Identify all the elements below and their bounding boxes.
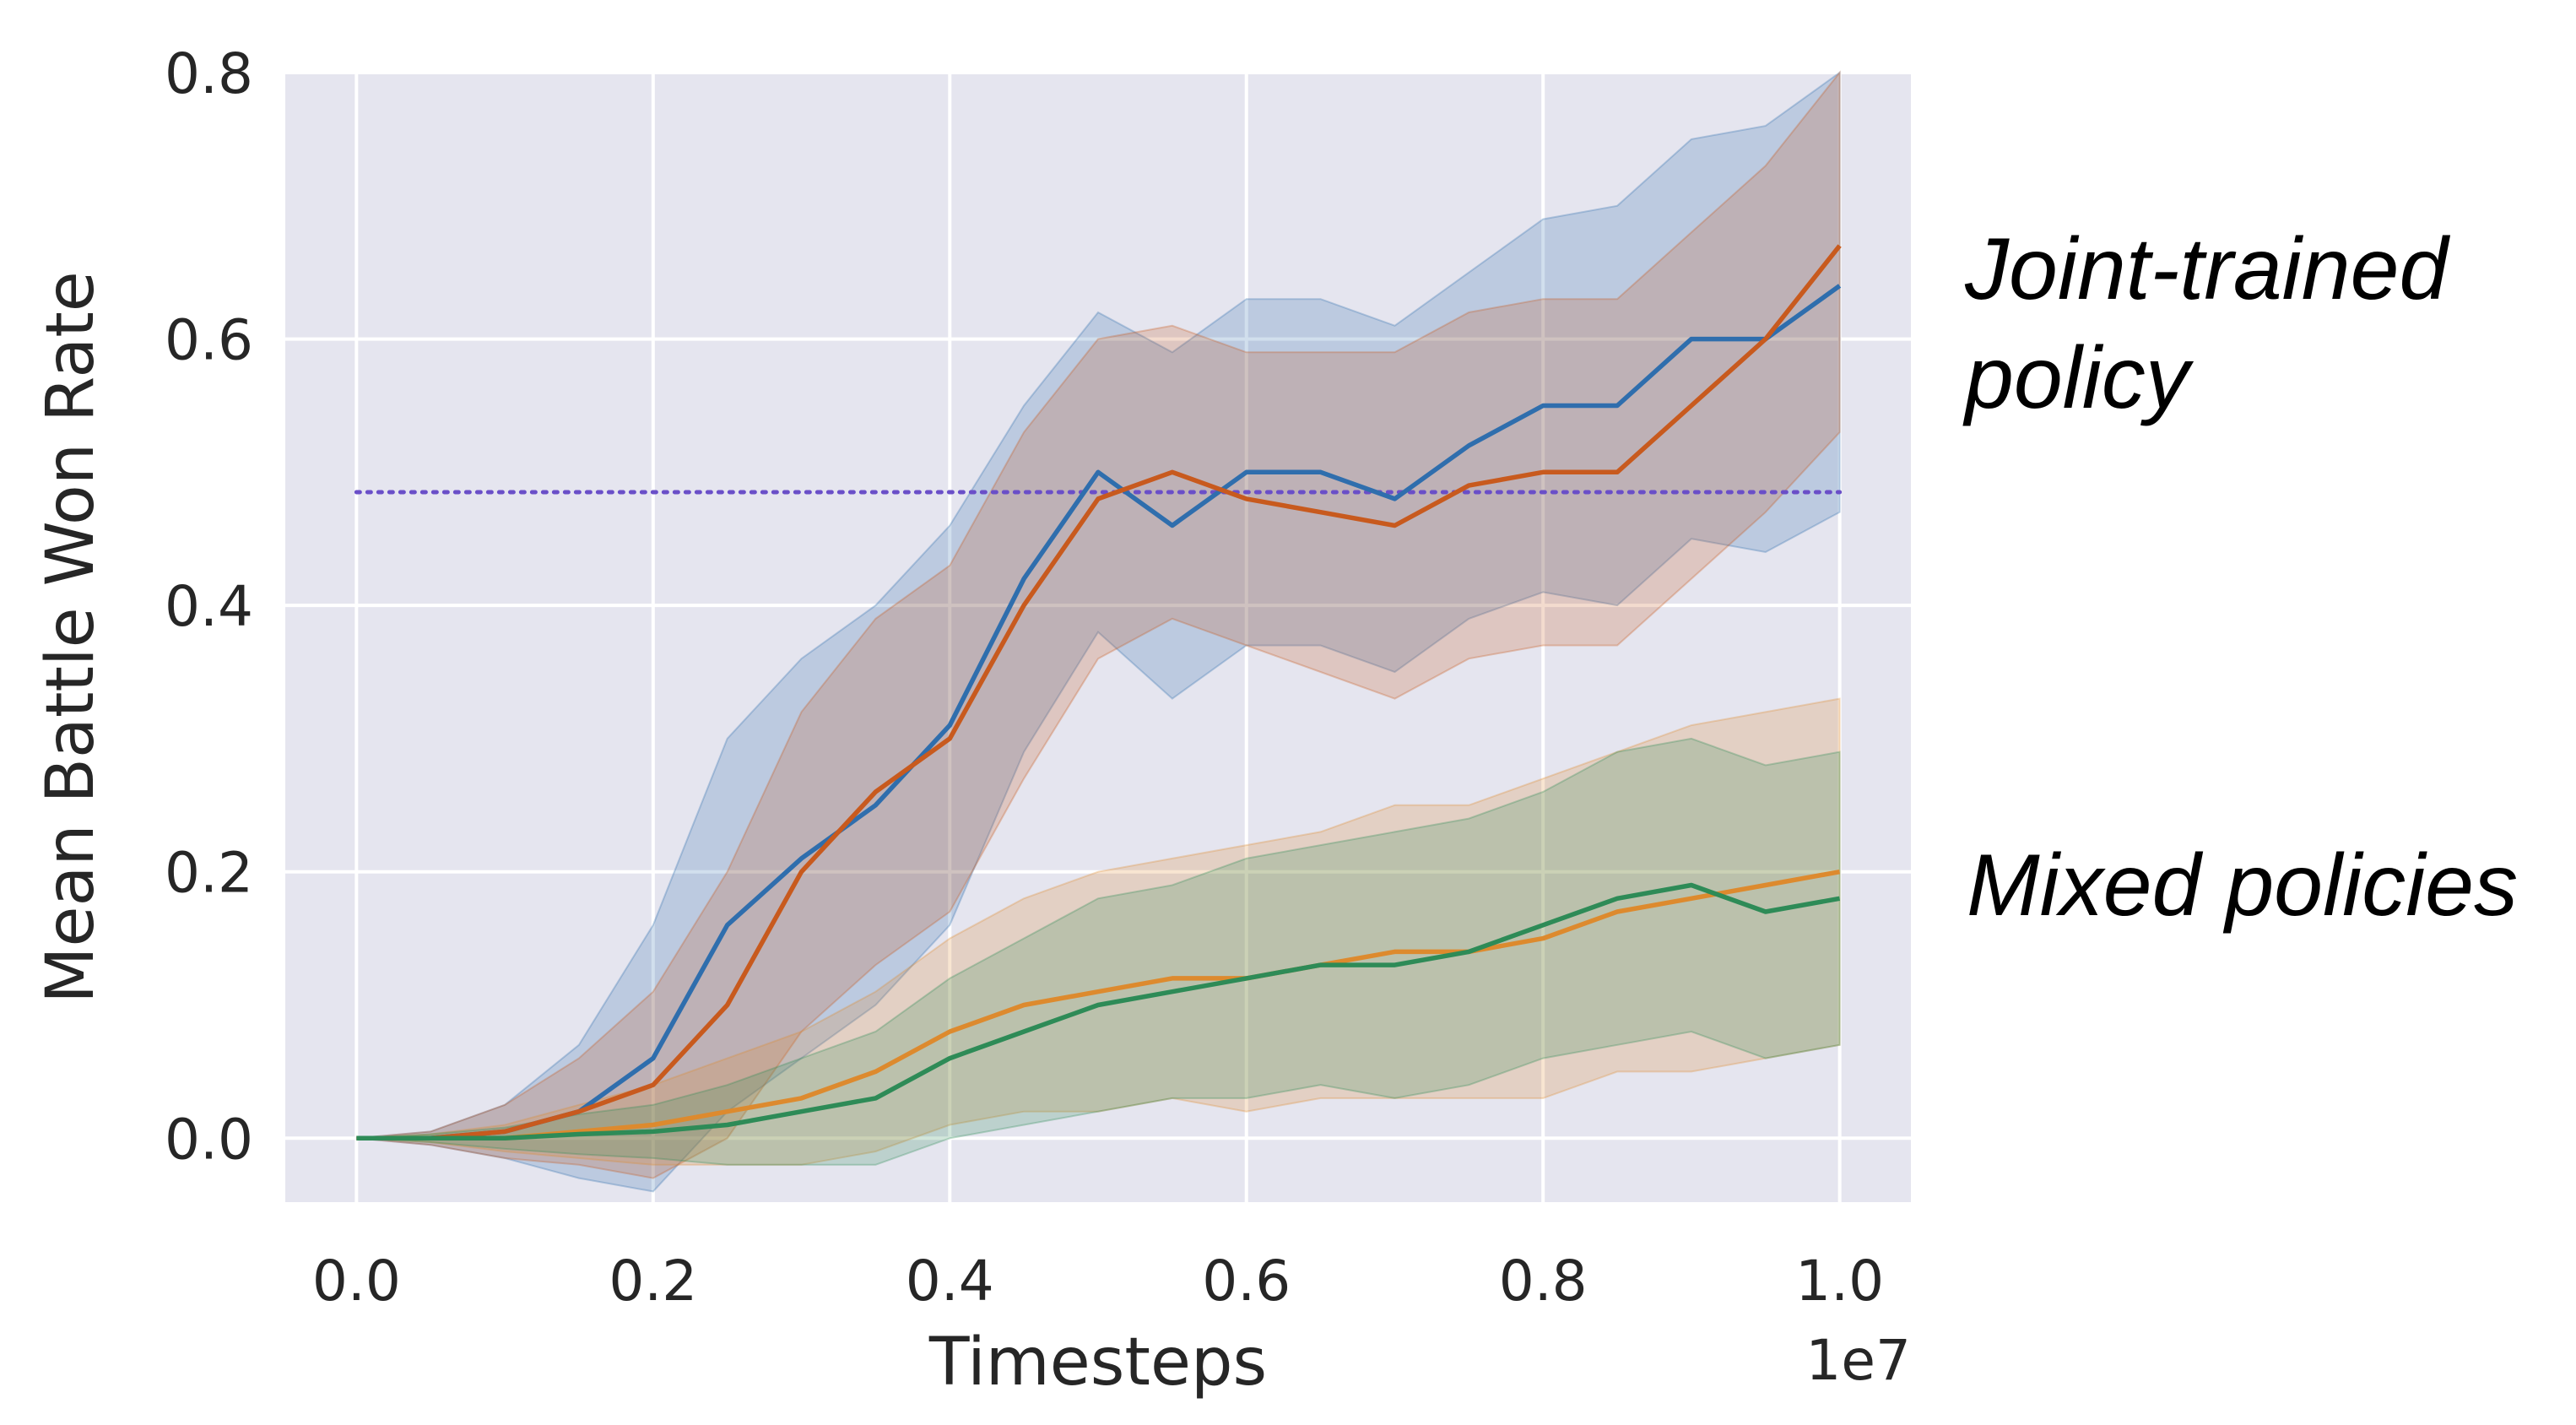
y-tick-label: 0.4 xyxy=(165,574,253,639)
annotation-line: policy xyxy=(1965,328,2189,427)
series-1-band xyxy=(356,70,1841,1179)
series-3-line xyxy=(356,882,1841,1141)
x-axis-label: Timesteps xyxy=(928,1325,1267,1401)
x-tick-label: 0.8 xyxy=(1499,1249,1588,1314)
x-offset-label: 1e7 xyxy=(1805,1328,1911,1393)
series-1-line xyxy=(356,244,1842,1141)
y-tick-label: 0.6 xyxy=(165,308,253,373)
y-axis-label: Mean Battle Won Rate xyxy=(33,271,109,1004)
x-tick-labels: 0.0 0.2 0.4 0.6 0.8 1.0 xyxy=(312,1249,1884,1314)
series-2-line xyxy=(356,869,1841,1141)
confidence-bands xyxy=(356,70,1841,1193)
annotation-mixed-policies: Mixed policies xyxy=(1967,832,2518,940)
annotation-joint-trained: Joint-trained policy xyxy=(1965,215,2448,433)
series-0-line xyxy=(356,284,1842,1141)
x-tick-label: 0.4 xyxy=(906,1249,994,1314)
annotation-line: Mixed policies xyxy=(1967,837,2519,935)
x-tick-label: 0.6 xyxy=(1202,1249,1291,1314)
y-tick-label: 0.0 xyxy=(165,1107,253,1172)
x-tick-label: 0.2 xyxy=(609,1249,697,1314)
x-tick-label: 1.0 xyxy=(1795,1249,1884,1314)
y-tick-labels: 0.0 0.2 0.4 0.6 0.8 xyxy=(165,41,253,1172)
plot-background xyxy=(285,73,1911,1202)
series-lines xyxy=(356,244,1842,1141)
x-tick-label: 0.0 xyxy=(312,1249,401,1314)
annotation-line: Joint-trained xyxy=(1965,220,2449,318)
series-0-band xyxy=(356,71,1841,1193)
y-tick-label: 0.8 xyxy=(165,41,253,106)
grid xyxy=(285,71,1911,1202)
series-3-band xyxy=(356,737,1841,1166)
y-tick-label: 0.2 xyxy=(165,841,253,906)
